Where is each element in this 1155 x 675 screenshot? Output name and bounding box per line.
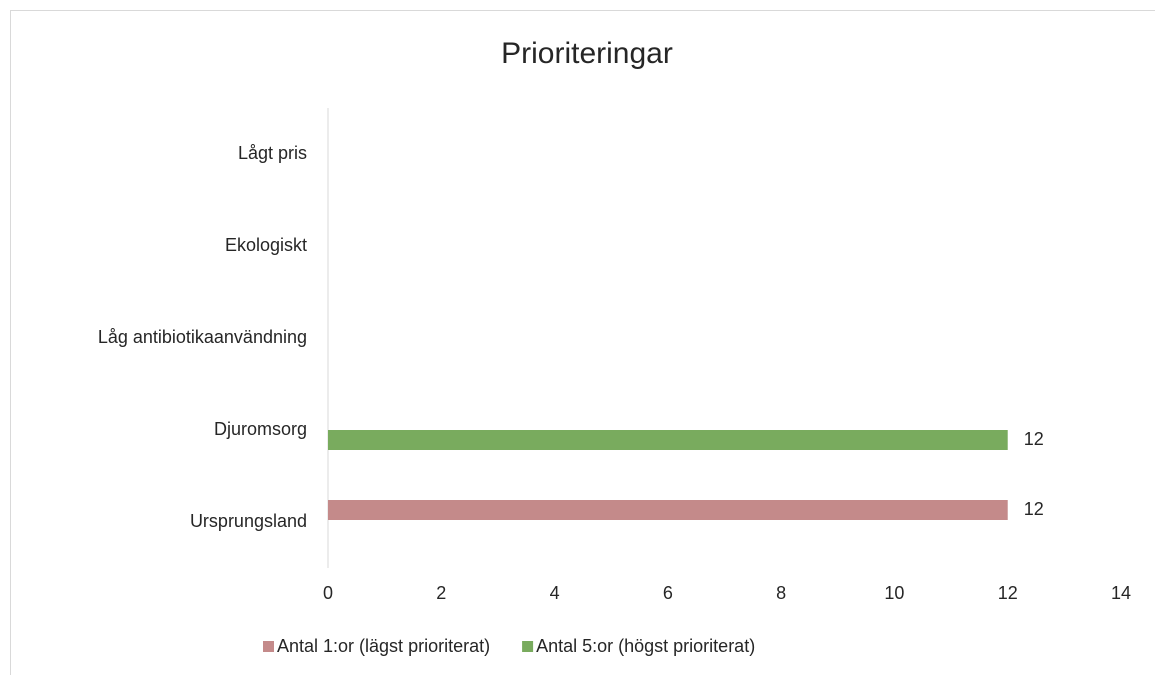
x-tick-label: 6: [663, 583, 673, 603]
x-tick-label: 2: [436, 583, 446, 603]
x-tick-label: 0: [323, 583, 333, 603]
x-tick-label: 12: [998, 583, 1018, 603]
y-tick-label: Djuromsorg: [214, 419, 307, 439]
legend-swatch: [263, 641, 274, 652]
y-tick-label: Lågt pris: [238, 143, 307, 163]
y-tick-label: Ursprungsland: [190, 511, 307, 531]
y-tick-label: Ekologiskt: [225, 235, 307, 255]
chart-title: Prioriteringar: [501, 37, 673, 70]
x-tick-label: 8: [776, 583, 786, 603]
legend-swatch: [522, 641, 534, 652]
x-tick-label: 10: [884, 583, 904, 603]
bar: [328, 430, 1008, 450]
bar: [328, 500, 1008, 520]
x-tick-label: 4: [550, 583, 560, 603]
data-label: 12: [1024, 429, 1044, 449]
legend-label: Antal 5:or (högst prioriterat): [536, 636, 755, 656]
x-tick-label: 14: [1111, 583, 1131, 603]
chart-frame: [10, 10, 1155, 675]
y-tick-label: Låg antibiotikaanvändning: [98, 327, 307, 347]
legend-label: Antal 1:or (lägst prioriterat): [277, 636, 490, 656]
data-label: 12: [1024, 499, 1044, 519]
